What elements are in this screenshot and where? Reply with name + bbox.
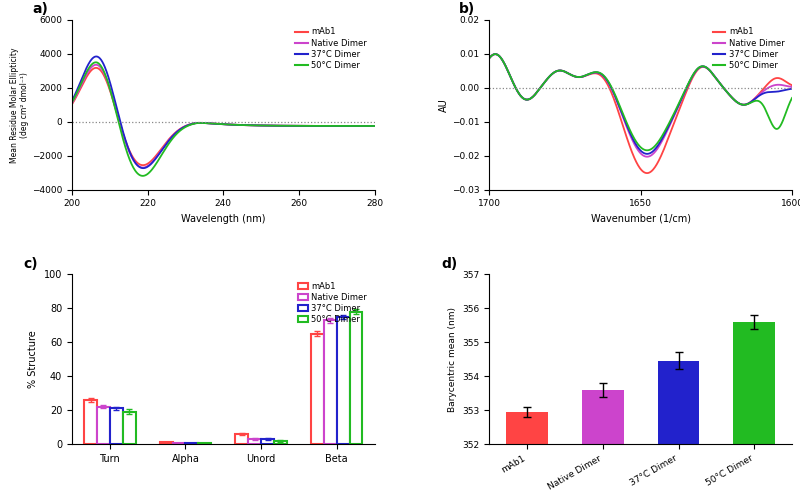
Legend: mAb1, Native Dimer, 37°C Dimer, 50°C Dimer: mAb1, Native Dimer, 37°C Dimer, 50°C Dim… bbox=[710, 24, 788, 73]
Text: c): c) bbox=[23, 256, 38, 270]
Bar bbox=[173, 443, 186, 444]
Bar bbox=[274, 441, 286, 444]
Text: b): b) bbox=[459, 2, 475, 16]
Bar bbox=[311, 334, 324, 444]
Bar bbox=[734, 322, 775, 444]
Y-axis label: % Structure: % Structure bbox=[28, 330, 38, 388]
Bar bbox=[658, 361, 699, 444]
Bar bbox=[582, 390, 624, 444]
Bar bbox=[324, 320, 337, 444]
Bar bbox=[235, 434, 248, 444]
Bar bbox=[198, 443, 211, 444]
Text: a): a) bbox=[33, 2, 49, 16]
Bar bbox=[186, 443, 198, 444]
Y-axis label: AU: AU bbox=[439, 98, 450, 112]
X-axis label: Wavenumber (1/cm): Wavenumber (1/cm) bbox=[590, 214, 690, 224]
Bar bbox=[97, 407, 110, 444]
Bar bbox=[160, 443, 173, 444]
Bar bbox=[122, 412, 135, 444]
Bar bbox=[248, 439, 261, 444]
Bar bbox=[110, 409, 122, 444]
Bar bbox=[506, 412, 548, 444]
Bar bbox=[261, 439, 274, 444]
Text: d): d) bbox=[441, 256, 458, 270]
Bar bbox=[337, 317, 350, 444]
X-axis label: Wavelength (nm): Wavelength (nm) bbox=[181, 214, 266, 224]
Bar bbox=[350, 312, 362, 444]
Bar bbox=[84, 400, 97, 444]
Y-axis label: Barycentric mean (nm): Barycentric mean (nm) bbox=[448, 307, 457, 412]
Y-axis label: Mean Residue Molar Ellipticity
(deg cm² dmol⁻¹): Mean Residue Molar Ellipticity (deg cm² … bbox=[10, 47, 29, 163]
Legend: mAb1, Native Dimer, 37°C Dimer, 50°C Dimer: mAb1, Native Dimer, 37°C Dimer, 50°C Dim… bbox=[292, 24, 370, 73]
Legend: mAb1, Native Dimer, 37°C Dimer, 50°C Dimer: mAb1, Native Dimer, 37°C Dimer, 50°C Dim… bbox=[294, 278, 370, 327]
